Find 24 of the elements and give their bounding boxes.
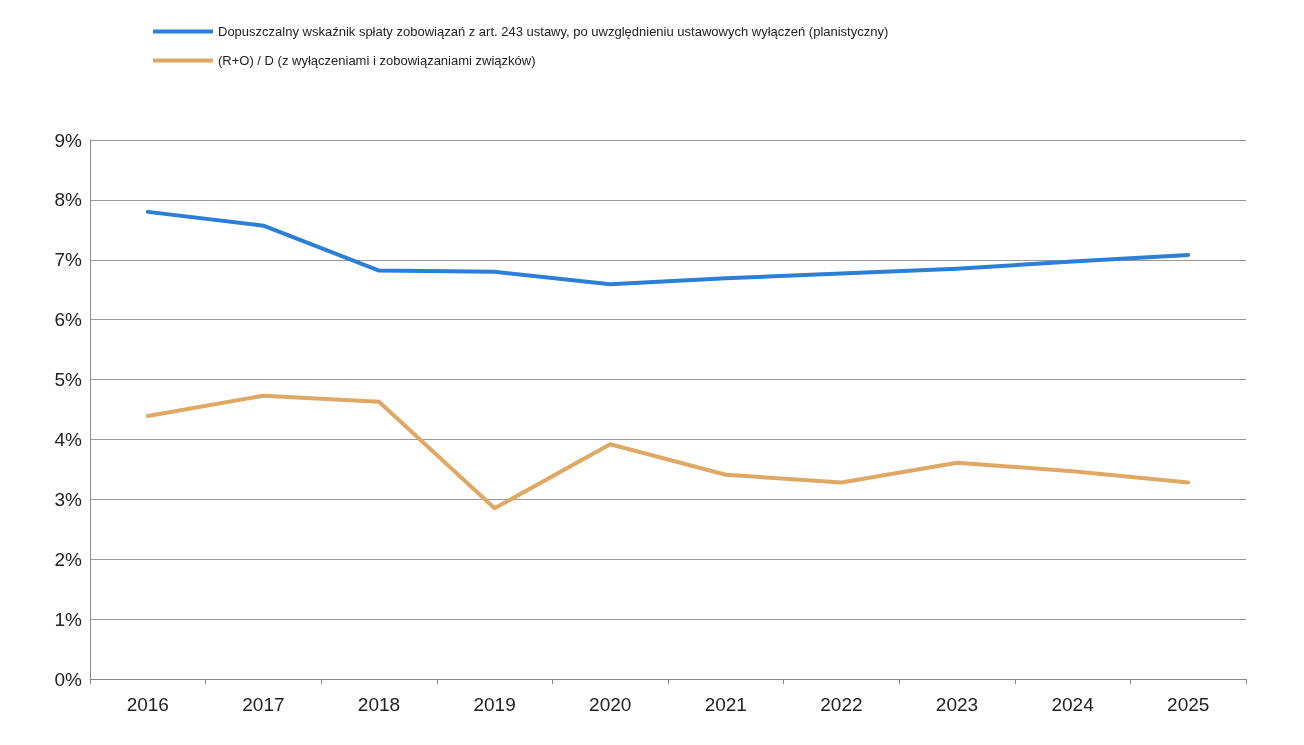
line-series [145, 209, 1191, 287]
y-tick-label: 3% [54, 488, 83, 510]
x-tick-label: 2019 [473, 694, 516, 715]
y-tick-label: 2% [54, 548, 83, 570]
x-tick-label: 2018 [357, 694, 401, 715]
x-tick-label: 2021 [704, 694, 747, 715]
y-tick-label: 0% [54, 668, 83, 690]
x-tick-label: 2017 [242, 694, 285, 715]
y-tick-label: 4% [54, 428, 83, 450]
y-tick-label: 8% [54, 189, 83, 211]
x-tick-label: 2023 [935, 694, 979, 715]
y-tick-label: 1% [54, 608, 83, 630]
x-tick-label: 2024 [1051, 694, 1095, 715]
x-tick-label: 2016 [126, 694, 169, 715]
x-tick-label: 2025 [1167, 694, 1210, 715]
x-tick-label: 2022 [820, 694, 863, 715]
legend-label: Dopuszczalny wskaźnik spłaty zobowiązań z art. 243 ustawy, po uwzględnieniu ustawowych wyłączeń (planistyczny) [218, 24, 889, 39]
y-tick-label: 6% [54, 309, 83, 331]
y-tick-label: 7% [54, 249, 83, 271]
x-tick-label: 2020 [589, 694, 632, 715]
line-series [145, 393, 1191, 511]
y-tick-label: 5% [54, 369, 83, 391]
legend-label: (R+O) / D (z wyłączeniami i zobowiązaniami związków) [218, 53, 536, 68]
y-tick-label: 9% [54, 129, 83, 151]
